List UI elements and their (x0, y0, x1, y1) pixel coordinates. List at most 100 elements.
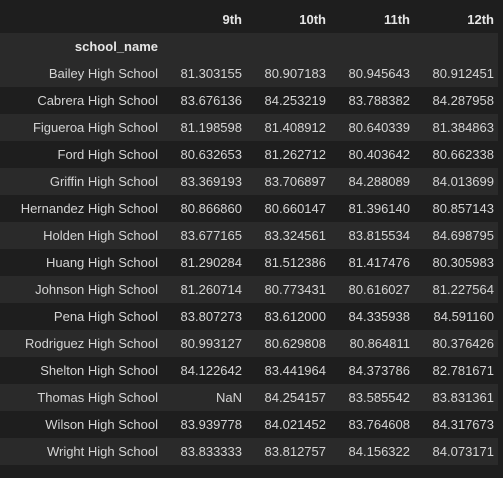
table-cell: 83.441964 (264, 363, 326, 378)
table-row: Holden High School 83.677165 83.324561 83.8… (0, 222, 498, 249)
column-header-12th: 12th (467, 11, 494, 27)
table-cell: 84.253219 (264, 93, 326, 108)
table-cell: 84.013699 (432, 174, 494, 189)
table-row: Wilson High School 83.939778 84.021452 83.7… (0, 411, 498, 438)
table-cell: 80.305983 (432, 255, 494, 270)
table-cell: 84.288089 (348, 174, 410, 189)
table-cell: 80.640339 (348, 120, 410, 135)
table-cell: 80.945643 (348, 66, 410, 81)
table-row: Cabrera High School 83.676136 84.253219 83.… (0, 87, 498, 114)
table-row: Pena High School 83.807273 83.612000 84.335… (0, 303, 498, 330)
table-cell: 83.677165 (180, 228, 242, 243)
table-row: Rodriguez High School 80.993127 80.629808 8… (0, 330, 498, 357)
row-index-label: Thomas High School (37, 390, 158, 405)
table-row: Ford High School 80.632653 81.262712 80.403… (0, 141, 498, 168)
table-cell: 80.857143 (432, 201, 494, 216)
table-cell: 84.317673 (432, 417, 494, 432)
table-cell: 80.662338 (432, 147, 494, 162)
table-cell: 81.198598 (180, 120, 242, 135)
table-row: Griffin High School 83.369193 83.706897 84.… (0, 168, 498, 195)
empty-header-cell (414, 33, 498, 60)
table-row: Shelton High School 84.122642 83.441964 84.… (0, 357, 498, 384)
table-cell: 80.616027 (348, 282, 410, 297)
index-name-row: school_name (0, 33, 498, 60)
dataframe-output: 9th 10th 11th 12th school_name Bailey Hi… (0, 5, 498, 465)
row-index-label: Figueroa High School (32, 120, 158, 135)
table-cell: 83.706897 (264, 174, 326, 189)
table-cell: 81.512386 (264, 255, 326, 270)
row-index-label: Wilson High School (45, 417, 158, 432)
row-index-label: Griffin High School (49, 174, 158, 189)
table-cell: 84.698795 (432, 228, 494, 243)
table-cell: 84.122642 (180, 363, 242, 378)
column-header-row: 9th 10th 11th 12th (0, 5, 498, 33)
table-cell: 81.227564 (432, 282, 494, 297)
table-cell: 81.262712 (264, 147, 326, 162)
table-row: Thomas High School NaN 84.254157 83.585542 8… (0, 384, 498, 411)
table-cell: 83.807273 (180, 309, 242, 324)
table-cell: 83.939778 (180, 417, 242, 432)
table-cell: 81.408912 (264, 120, 326, 135)
table-cell: 80.866860 (180, 201, 242, 216)
row-index-label: Bailey High School (48, 66, 158, 81)
table-cell: 80.403642 (348, 147, 410, 162)
table-cell: 84.156322 (348, 444, 410, 459)
table-cell: 81.396140 (348, 201, 410, 216)
table-cell: 83.815534 (348, 228, 410, 243)
table-cell: 83.764608 (348, 417, 410, 432)
table-cell: 80.629808 (264, 336, 326, 351)
table-cell: 81.303155 (180, 66, 242, 81)
table-cell: 84.287958 (432, 93, 494, 108)
row-index-label: Rodriguez High School (25, 336, 158, 351)
row-index-label: Cabrera High School (37, 93, 158, 108)
table-row: Figueroa High School 81.198598 81.408912 80… (0, 114, 498, 141)
dataframe-table: 9th 10th 11th 12th school_name Bailey Hi… (0, 5, 498, 465)
table-cell: 80.993127 (180, 336, 242, 351)
table-cell: 84.335938 (348, 309, 410, 324)
row-index-label: Shelton High School (40, 363, 158, 378)
row-index-label: Holden High School (43, 228, 158, 243)
table-cell: 82.781671 (432, 363, 494, 378)
table-cell: 84.591160 (433, 309, 495, 324)
table-cell: 80.907183 (264, 66, 326, 81)
empty-header-cell (246, 33, 330, 60)
table-cell: 80.660147 (264, 201, 326, 216)
table-cell: 81.384863 (432, 120, 494, 135)
row-index-label: Wright High School (46, 444, 158, 459)
table-cell: 83.812757 (264, 444, 326, 459)
column-header-11th: 11th (383, 11, 410, 27)
table-cell: 83.585542 (348, 390, 410, 405)
table-cell: NaN (215, 390, 242, 405)
empty-header-cell (330, 33, 414, 60)
table-cell: 80.864811 (349, 336, 411, 351)
table-cell: 81.260714 (180, 282, 242, 297)
table-row: Wright High School 83.833333 83.812757 84.1… (0, 438, 498, 465)
table-cell: 81.417476 (348, 255, 410, 270)
table-cell: 83.612000 (264, 309, 326, 324)
corner-cell (0, 5, 162, 33)
table-row: Hernandez High School 80.866860 80.660147 8… (0, 195, 498, 222)
row-index-label: Hernandez High School (20, 201, 158, 216)
table-row: Huang High School 81.290284 81.512386 81.41… (0, 249, 498, 276)
column-header-10th: 10th (299, 11, 326, 27)
table-header: 9th 10th 11th 12th school_name (0, 5, 498, 60)
table-cell: 84.073171 (432, 444, 494, 459)
table-cell: 84.254157 (264, 390, 326, 405)
table-cell: 80.632653 (180, 147, 242, 162)
table-cell: 80.376426 (432, 336, 494, 351)
table-cell: 83.324561 (264, 228, 326, 243)
table-cell: 81.290284 (180, 255, 242, 270)
table-cell: 80.912451 (432, 66, 494, 81)
row-index-label: Huang High School (45, 255, 158, 270)
index-name-header: school_name (74, 39, 158, 54)
table-cell: 83.788382 (348, 93, 410, 108)
table-cell: 83.831361 (432, 390, 494, 405)
table-row: Johnson High School 81.260714 80.773431 80.… (0, 276, 498, 303)
empty-header-cell (162, 33, 246, 60)
row-index-label: Pena High School (53, 309, 158, 324)
table-cell: 84.373786 (348, 363, 410, 378)
table-body: Bailey High School 81.303155 80.907183 80.9… (0, 60, 498, 465)
column-header-9th: 9th (222, 11, 243, 27)
row-index-label: Ford High School (57, 147, 158, 162)
table-cell: 84.021452 (264, 417, 326, 432)
